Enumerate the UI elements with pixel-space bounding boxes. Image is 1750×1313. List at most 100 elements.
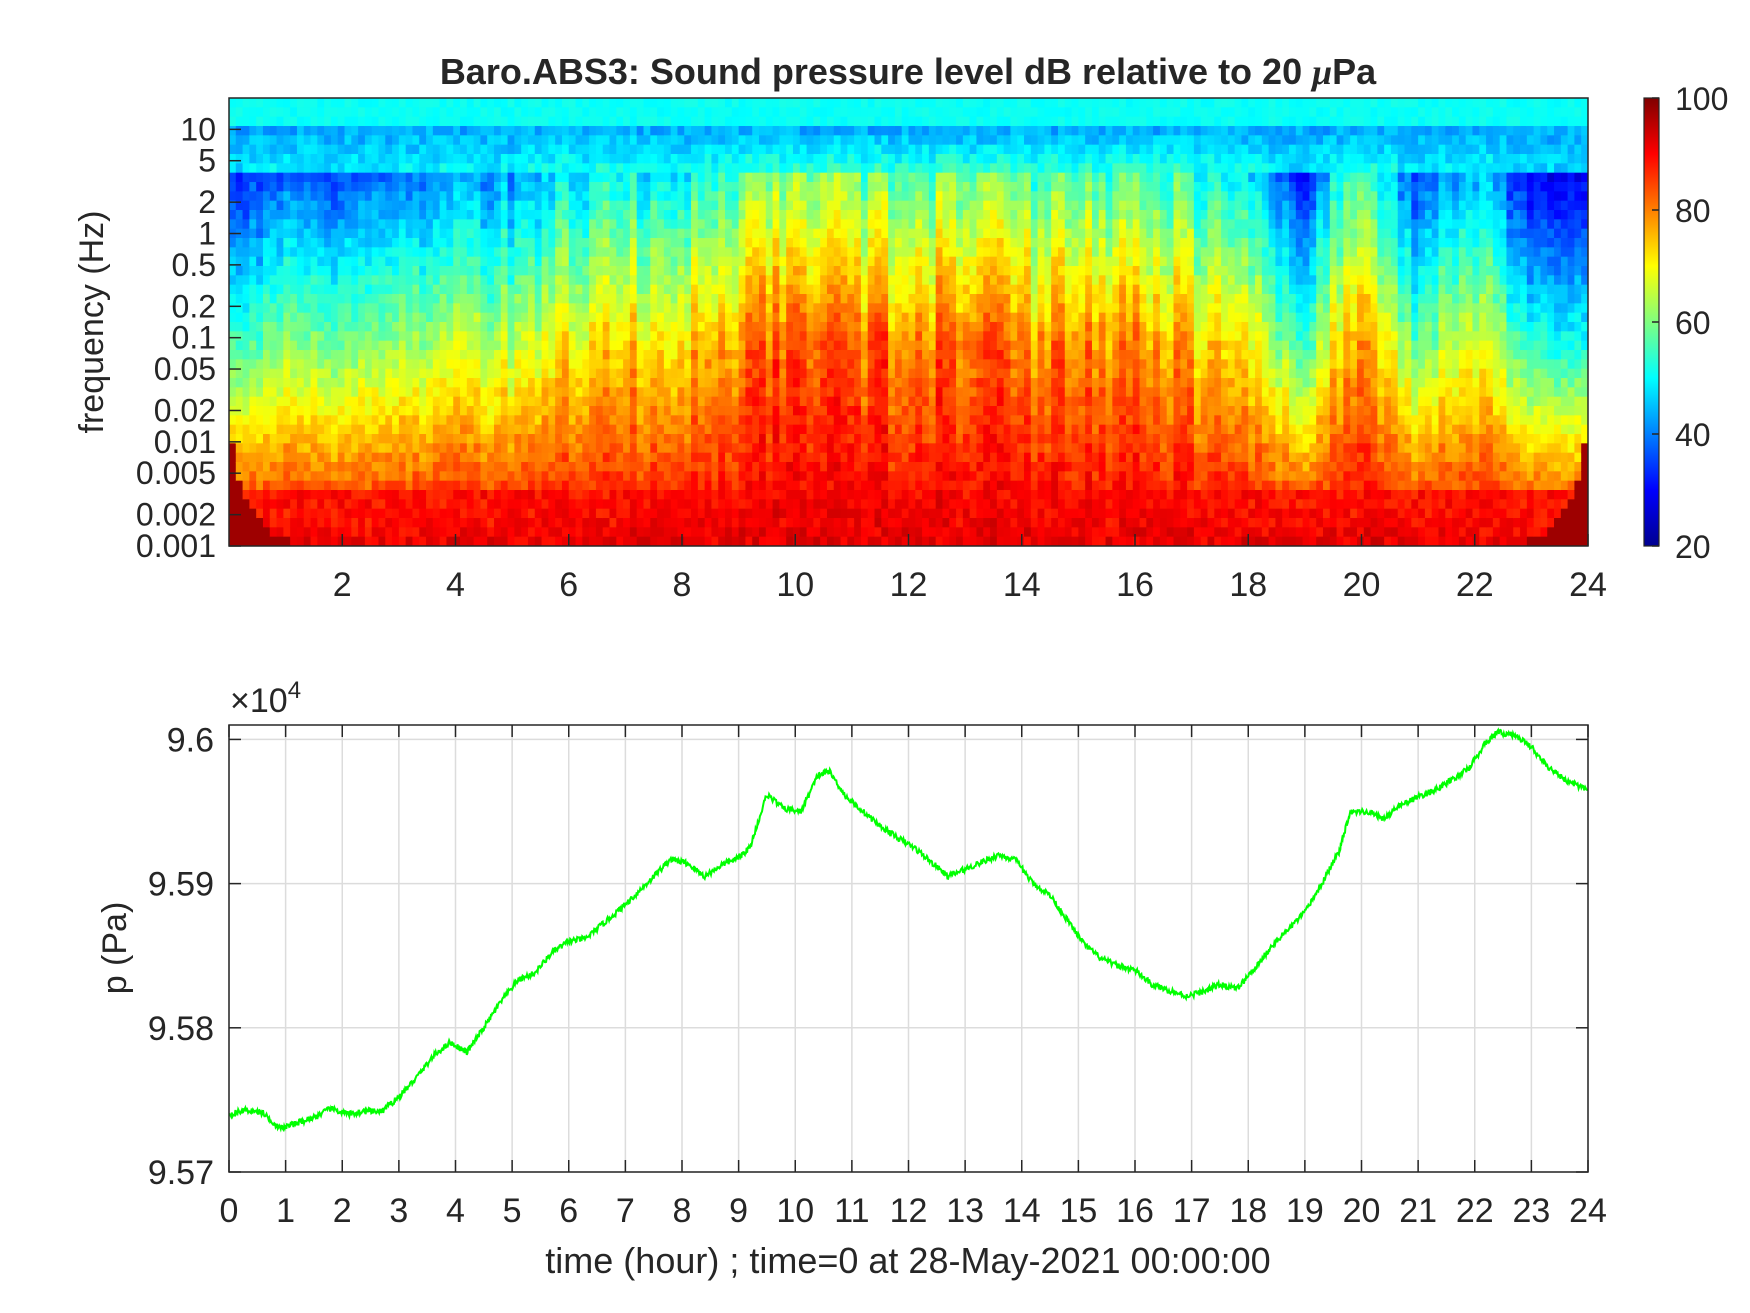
spectrogram-cell [405,191,414,202]
spectrogram-cell [786,200,794,211]
spectrogram-cell [324,518,332,528]
spectrogram-cell [500,490,509,500]
spectrogram-cell [901,406,910,416]
spectrogram-cell [901,312,910,323]
spectrogram-cell [759,424,767,435]
spectrogram-cell [684,154,692,164]
spectrogram-cell [718,415,726,426]
spectrogram-cell [752,219,760,230]
spectrogram-cell [561,434,570,444]
spectrogram-cell [514,163,522,174]
spectrogram-cell [290,499,298,510]
spectrogram-cell [473,191,482,202]
spectrogram-cell [894,191,903,202]
spectrogram-cell [867,527,876,538]
spectrogram-cell [731,116,740,127]
spectrogram-cell [283,266,291,276]
spectrogram-cell [881,387,889,398]
spectrogram-cell [561,490,570,500]
spectrogram-cell [235,238,244,248]
spectrogram-cell [249,471,257,482]
spectrogram-cell [595,490,604,500]
spectrogram-cell [629,378,638,388]
spectrogram-cell [351,331,359,342]
spectrogram-cell [731,462,740,472]
spectrogram-cell [330,98,339,108]
spectrogram-cell [826,210,835,220]
spectrogram-cell [765,200,774,211]
spectrogram-cell [303,107,312,118]
spectrogram-cell [453,536,461,546]
spectrogram-cell [432,219,441,230]
spectrogram-cell [826,275,835,286]
spectrogram-cell [242,480,250,491]
spectrogram-cell [663,462,672,472]
spectrogram-cell [799,452,808,463]
spectrogram-cell [684,144,692,155]
spectrogram-cell [677,331,685,342]
spectrogram-cell [432,415,441,426]
spectrogram-cell [854,368,862,379]
spectrogram-cell [765,508,774,519]
spectrogram-cell [704,116,713,127]
spectrogram-cell [609,350,617,360]
spectrogram-cell [235,210,244,220]
spectrogram-cell [432,462,441,472]
spectrogram-cell [718,508,726,519]
spectrogram-cell [792,462,801,472]
spectrogram-cell [398,415,407,426]
spectrogram-cell [405,322,414,332]
spectrogram-cell [922,163,930,174]
spectrogram-cell [317,443,325,454]
spectrogram-cell [616,200,624,211]
spectrogram-cell [310,415,318,426]
spectrogram-cell [867,200,876,211]
spectrogram-cell [303,163,312,174]
spectrogram-cell [392,228,400,239]
spectrogram-cell [888,312,896,323]
spectrogram-cell [928,126,937,136]
spectrogram-cell [806,350,814,360]
spectrogram-cell [473,406,482,416]
spectrogram-cell [589,350,597,360]
spectrogram-cell [711,154,719,164]
spectrogram-cell [412,322,420,332]
spectrogram-cell [908,424,916,435]
spectrogram-cell [779,135,787,146]
spectrogram-cell [752,359,760,370]
spectrogram-cell [922,322,930,332]
spectrogram-cell [847,499,855,510]
spectrogram-cell [317,303,325,314]
spectrogram-cell [786,247,794,258]
spectrogram-cell [460,480,468,491]
spectrogram-cell [786,331,794,342]
spectrogram-cell [697,154,706,164]
spectrogram-cell [772,266,780,276]
spectrogram-cell [894,210,903,220]
spectrogram-cell [901,368,910,379]
spectrogram-cell [269,359,278,370]
spectrogram-cell [759,116,767,127]
spectrogram-cell [867,536,876,546]
spectrogram-cell [466,396,475,407]
spectrogram-cell [317,312,325,323]
spectrogram-cell [337,154,346,164]
spectrogram-cell [738,396,747,407]
spectrogram-cell [262,247,271,258]
spectrogram-cell [371,340,380,351]
spectrogram-cell [867,340,876,351]
spectrogram-cell [487,294,495,304]
spectrogram-cell [507,98,515,108]
spectrogram-cell [249,462,257,472]
spectrogram-cell [867,480,876,491]
spectrogram-cell [548,182,556,192]
spectrogram-cell [670,126,679,136]
spectrogram-cell [385,340,393,351]
spectrogram-cell [575,499,583,510]
spectrogram-cell [623,536,631,546]
spectrogram-cell [548,312,556,323]
spectrogram-cell [657,499,665,510]
spectrogram-cell [521,378,529,388]
spectrogram-cell [235,536,244,546]
spectrogram-cell [330,210,339,220]
